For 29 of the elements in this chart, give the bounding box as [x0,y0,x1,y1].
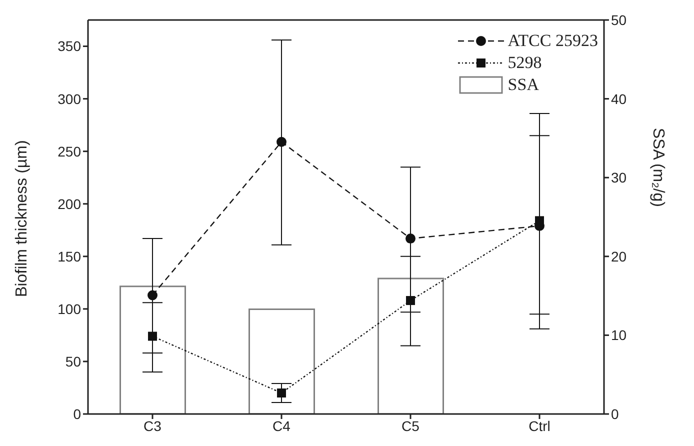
y-tick-label: 150 [58,248,82,264]
y-tick-label: 0 [73,406,82,422]
point [406,234,416,244]
y-tick-label: 300 [58,90,82,107]
y-tick-label: 100 [58,300,82,317]
y2-tick-label: 40 [611,90,627,107]
x-tick-label: Ctrl [528,418,550,434]
x-tick-label: C3 [144,418,162,434]
y-tick-label: 250 [58,143,82,160]
y2-tick-label: 20 [611,248,627,264]
y-tick-label: 50 [65,353,82,370]
x-tick-label: C5 [402,418,420,434]
point [276,136,286,147]
y2-tick-label: 50 [611,12,627,28]
legend-label: ATCC 25923 [508,31,598,51]
legend-label: 5298 [508,53,542,73]
legend-label: SSA [508,75,539,95]
y2-axis-title: SSA (m₂/g) [649,128,666,207]
x-tick-label: C4 [272,418,291,434]
y-axis-title: Biofilm thickness (µm) [14,140,31,297]
y-tick-label: 200 [58,196,82,212]
point [148,290,158,300]
y2-tick-label: 30 [611,170,627,186]
point [406,296,415,306]
y2-tick-label: 10 [611,327,627,344]
y2-tick-label: 0 [611,406,619,422]
y-tick-label: 350 [58,38,82,54]
point [148,332,157,341]
point [277,388,286,398]
